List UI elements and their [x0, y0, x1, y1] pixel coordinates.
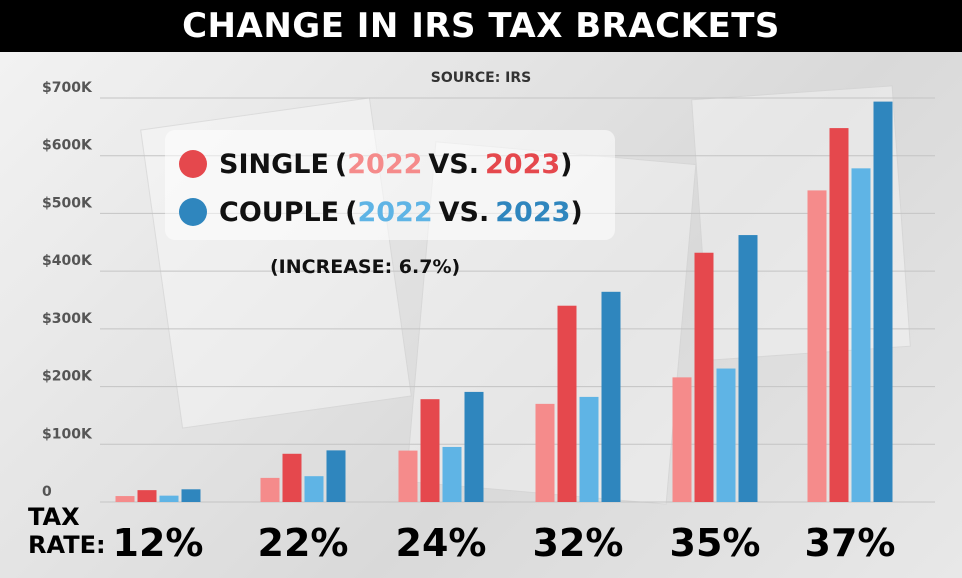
chart-title: CHANGE IN IRS TAX BRACKETS — [0, 0, 962, 52]
bar — [420, 399, 440, 502]
x-tick-label: 35% — [670, 521, 761, 565]
legend: SINGLE ( 2022 VS. 2023 ) COUPLE ( 2022 V… — [165, 130, 615, 240]
tax-rate-label-line1: TAX — [28, 503, 80, 531]
bar — [557, 305, 577, 502]
bar — [260, 477, 280, 502]
gridlines — [100, 97, 935, 503]
legend-single: SINGLE ( 2022 VS. 2023 ) — [179, 144, 573, 184]
bar — [137, 490, 157, 502]
y-tick-label: 0 — [42, 484, 52, 500]
y-tick-label: $100K — [42, 426, 93, 442]
legend-couple: COUPLE ( 2022 VS. 2023 ) — [179, 192, 583, 232]
bars — [115, 101, 893, 503]
bar — [672, 377, 692, 502]
y-tick-label: $600K — [42, 138, 93, 154]
legend-single-label: SINGLE — [219, 148, 329, 180]
x-tick-label: 37% — [805, 521, 896, 565]
legend-single-marker — [179, 150, 207, 178]
legend-couple-2022: 2022 — [357, 196, 433, 228]
x-tick-label: 24% — [396, 521, 487, 565]
bar — [159, 495, 179, 502]
bar — [398, 450, 418, 502]
y-tick-label: $500K — [42, 195, 93, 211]
legend-couple-2023: 2023 — [495, 196, 571, 228]
x-tick-label: 32% — [533, 521, 624, 565]
y-tick-label: $200K — [42, 369, 93, 385]
legend-single-vs: VS. — [428, 148, 480, 180]
y-axis: 0 $100K $200K $300K $400K $500K $600K $700K — [42, 80, 93, 500]
bar — [282, 453, 302, 502]
bar — [304, 476, 324, 502]
legend-couple-vs: VS. — [438, 196, 490, 228]
y-tick-label: $400K — [42, 253, 93, 269]
tax-rate-label: TAX RATE: — [28, 503, 106, 559]
x-tick-label: 22% — [258, 521, 349, 565]
bar — [442, 446, 462, 502]
x-tick-label: 12% — [113, 521, 204, 565]
legend-couple-marker — [179, 198, 207, 226]
legend-single-open: ( — [334, 148, 348, 180]
bar — [464, 391, 484, 502]
bar — [829, 128, 849, 502]
legend-couple-open: ( — [345, 196, 358, 228]
bar — [873, 101, 893, 502]
bar — [326, 450, 346, 502]
legend-couple-label: COUPLE — [219, 196, 340, 228]
bar — [579, 396, 599, 502]
bar — [738, 235, 758, 503]
bar — [181, 489, 201, 502]
bar — [115, 496, 135, 502]
bar — [851, 168, 871, 502]
y-tick-label: $700K — [42, 80, 93, 96]
bar — [601, 291, 621, 502]
y-tick-label: $300K — [42, 311, 93, 327]
chart-source: SOURCE: IRS — [430, 70, 532, 86]
legend-single-close: ) — [560, 148, 573, 180]
bar — [535, 403, 555, 502]
bar — [694, 252, 714, 502]
legend-single-2022: 2022 — [347, 148, 423, 180]
legend-couple-close: ) — [570, 196, 583, 228]
increase-note: (INCREASE: 6.7%) — [270, 256, 461, 278]
legend-single-2023: 2023 — [485, 148, 561, 180]
tax-rate-label-line2: RATE: — [28, 531, 106, 559]
x-axis: 12% 22% 24% 32% 35% 37% — [113, 521, 896, 565]
bar — [716, 368, 736, 502]
bar — [807, 190, 827, 502]
